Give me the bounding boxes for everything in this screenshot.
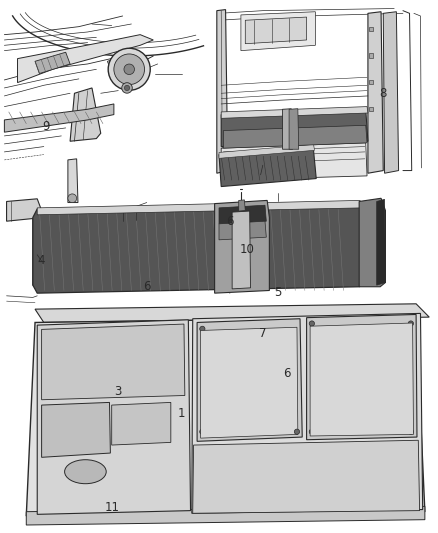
Polygon shape xyxy=(197,319,302,441)
Text: 10: 10 xyxy=(240,243,255,256)
Polygon shape xyxy=(37,200,362,215)
Circle shape xyxy=(200,326,205,332)
Polygon shape xyxy=(289,109,299,149)
Polygon shape xyxy=(232,211,251,289)
Polygon shape xyxy=(383,12,399,173)
Polygon shape xyxy=(42,324,185,400)
Polygon shape xyxy=(241,12,315,51)
Text: 6: 6 xyxy=(143,280,151,293)
Circle shape xyxy=(68,194,77,203)
Text: 9: 9 xyxy=(42,120,50,133)
Polygon shape xyxy=(4,104,114,132)
Polygon shape xyxy=(68,159,78,203)
Polygon shape xyxy=(201,327,298,438)
Polygon shape xyxy=(35,304,429,322)
Polygon shape xyxy=(359,198,385,287)
Polygon shape xyxy=(245,17,307,44)
Circle shape xyxy=(124,64,134,75)
Polygon shape xyxy=(42,402,110,457)
Circle shape xyxy=(114,54,145,85)
Text: 7: 7 xyxy=(259,327,267,340)
Polygon shape xyxy=(310,323,413,436)
Polygon shape xyxy=(193,440,420,513)
Polygon shape xyxy=(217,10,228,173)
Polygon shape xyxy=(221,107,368,118)
Polygon shape xyxy=(221,109,368,147)
Polygon shape xyxy=(283,109,293,149)
Polygon shape xyxy=(26,506,425,525)
Circle shape xyxy=(294,429,300,434)
Polygon shape xyxy=(377,199,385,285)
Polygon shape xyxy=(7,199,42,285)
Polygon shape xyxy=(239,200,245,211)
Polygon shape xyxy=(219,147,316,187)
Circle shape xyxy=(309,429,314,434)
Text: 11: 11 xyxy=(104,501,119,514)
Circle shape xyxy=(309,321,314,326)
Polygon shape xyxy=(219,205,266,224)
Polygon shape xyxy=(215,200,269,293)
Polygon shape xyxy=(223,125,367,148)
Polygon shape xyxy=(33,201,364,293)
Circle shape xyxy=(124,85,130,91)
Circle shape xyxy=(408,321,413,326)
Bar xyxy=(369,80,373,84)
Polygon shape xyxy=(219,221,266,240)
Text: 1: 1 xyxy=(178,407,186,419)
Polygon shape xyxy=(112,402,171,445)
Polygon shape xyxy=(221,143,367,180)
Polygon shape xyxy=(307,314,417,440)
Circle shape xyxy=(408,429,413,434)
Bar xyxy=(369,27,373,31)
Circle shape xyxy=(122,83,132,93)
Text: 4: 4 xyxy=(38,254,46,266)
Polygon shape xyxy=(26,317,425,516)
Polygon shape xyxy=(35,52,70,74)
Text: 6: 6 xyxy=(226,215,234,228)
Circle shape xyxy=(200,429,205,434)
Polygon shape xyxy=(70,88,101,141)
Polygon shape xyxy=(107,58,120,67)
Text: 8: 8 xyxy=(380,87,387,100)
Polygon shape xyxy=(37,320,191,514)
Circle shape xyxy=(108,49,150,90)
Text: 5: 5 xyxy=(275,286,282,298)
Text: 3: 3 xyxy=(115,385,122,398)
Polygon shape xyxy=(18,35,153,83)
Polygon shape xyxy=(192,313,423,513)
Polygon shape xyxy=(368,12,383,173)
Bar xyxy=(369,53,373,58)
Ellipse shape xyxy=(64,459,106,484)
Polygon shape xyxy=(219,144,314,158)
Text: 6: 6 xyxy=(283,367,291,379)
Bar xyxy=(369,107,373,111)
